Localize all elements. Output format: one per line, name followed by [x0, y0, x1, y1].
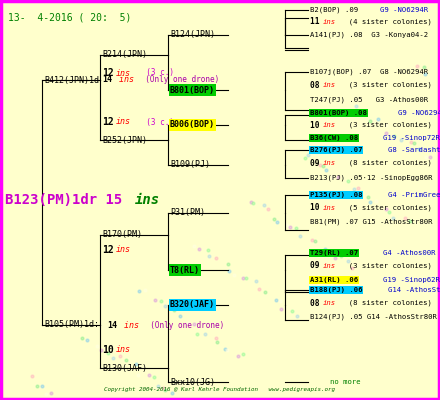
Text: G8 -Sardasht93R: G8 -Sardasht93R	[388, 147, 440, 153]
Text: B170(PM): B170(PM)	[102, 230, 142, 240]
Text: ins: ins	[116, 68, 131, 78]
Text: B252(JPN): B252(JPN)	[102, 136, 147, 144]
Text: G9 -NO6294R: G9 -NO6294R	[380, 7, 428, 13]
Text: 14: 14	[102, 76, 112, 84]
Text: 12: 12	[102, 117, 114, 127]
Text: (3 sister colonies): (3 sister colonies)	[340, 263, 432, 269]
Text: (8 sister colonies): (8 sister colonies)	[340, 300, 432, 306]
Text: no more: no more	[330, 379, 361, 385]
Text: B213(PJ) .05·12 -SinopEgg86R: B213(PJ) .05·12 -SinopEgg86R	[310, 175, 433, 181]
Text: B36(CW) .08: B36(CW) .08	[310, 135, 358, 141]
Text: B105(PM)1d:: B105(PM)1d:	[44, 320, 99, 330]
Text: B188(PJ) .06: B188(PJ) .06	[310, 287, 363, 293]
Text: B214(JPN): B214(JPN)	[102, 50, 147, 60]
Text: B130(JAF): B130(JAF)	[102, 364, 147, 372]
Text: (5 sister colonies): (5 sister colonies)	[340, 205, 432, 211]
Text: ins: ins	[116, 346, 131, 354]
Text: T8(RL): T8(RL)	[170, 266, 200, 274]
Text: ins: ins	[116, 118, 131, 126]
Text: B2(BOP) .09: B2(BOP) .09	[310, 7, 358, 13]
Text: (3 sister colonies): (3 sister colonies)	[340, 82, 432, 88]
Text: B320(JAF): B320(JAF)	[170, 300, 215, 310]
Text: ins: ins	[323, 263, 336, 269]
Text: ins: ins	[323, 82, 336, 88]
Text: (8 sister colonies): (8 sister colonies)	[340, 160, 432, 166]
Text: B107j(BOP) .07  G8 -NO6294R: B107j(BOP) .07 G8 -NO6294R	[310, 69, 428, 75]
Text: P31(PM): P31(PM)	[170, 208, 205, 218]
Text: 10: 10	[310, 204, 324, 212]
Text: Copyright 2004-2016 @ Karl Kehrle Foundation   www.pedigreapis.org: Copyright 2004-2016 @ Karl Kehrle Founda…	[105, 387, 335, 392]
Text: G4 -PrimGreen00: G4 -PrimGreen00	[388, 192, 440, 198]
Text: ins: ins	[114, 76, 134, 84]
Text: B124(PJ) .05 G14 -AthosStr80R: B124(PJ) .05 G14 -AthosStr80R	[310, 314, 437, 320]
Text: B81(PM) .07 G15 -AthosStr80R: B81(PM) .07 G15 -AthosStr80R	[310, 219, 433, 225]
Text: 08: 08	[310, 80, 324, 90]
Text: (4 sister colonies): (4 sister colonies)	[340, 19, 432, 25]
Text: B412(JPN)1d: B412(JPN)1d	[44, 76, 99, 84]
Text: B276(PJ) .07: B276(PJ) .07	[310, 147, 363, 153]
Text: ins: ins	[119, 320, 139, 330]
Text: ins: ins	[323, 122, 336, 128]
Text: 12: 12	[102, 245, 114, 255]
Text: T29(RL) .07: T29(RL) .07	[310, 250, 358, 256]
Text: ins: ins	[323, 205, 336, 211]
Text: ins: ins	[323, 300, 336, 306]
Text: (Only one drone): (Only one drone)	[141, 320, 224, 330]
Text: 12: 12	[102, 68, 114, 78]
Text: ins: ins	[323, 19, 336, 25]
Text: ins: ins	[135, 193, 160, 207]
Text: B109(PJ): B109(PJ)	[170, 160, 210, 170]
Text: B123(PM)1dr 15: B123(PM)1dr 15	[5, 193, 131, 207]
Text: G19 -Sinop62R: G19 -Sinop62R	[383, 277, 440, 283]
Text: G9 -NO6294R: G9 -NO6294R	[398, 110, 440, 116]
Text: 13-  4-2016 ( 20:  5): 13- 4-2016 ( 20: 5)	[8, 12, 132, 22]
Text: G19 -Sinop72R: G19 -Sinop72R	[383, 135, 440, 141]
Text: (Only one drone): (Only one drone)	[136, 76, 219, 84]
Text: ins: ins	[323, 160, 336, 166]
Text: 11: 11	[310, 18, 324, 26]
Text: 10: 10	[102, 345, 114, 355]
Text: Bxx10(JG): Bxx10(JG)	[170, 378, 215, 386]
Text: P135(PJ) .08: P135(PJ) .08	[310, 192, 363, 198]
Text: ins: ins	[116, 246, 131, 254]
Text: B124(JPN): B124(JPN)	[170, 30, 215, 40]
Text: (3 c.): (3 c.)	[137, 68, 174, 78]
Text: 09: 09	[310, 262, 324, 270]
Text: T247(PJ) .05   G3 -Athos00R: T247(PJ) .05 G3 -Athos00R	[310, 97, 428, 103]
Text: 10: 10	[310, 120, 324, 130]
Text: (3 sister colonies): (3 sister colonies)	[340, 122, 432, 128]
Text: G14 -AthosStr80R: G14 -AthosStr80R	[388, 287, 440, 293]
Text: 14: 14	[107, 320, 117, 330]
Text: A141(PJ) .08  G3 -Konya04-2: A141(PJ) .08 G3 -Konya04-2	[310, 32, 428, 38]
Text: G4 -Athos00R: G4 -Athos00R	[383, 250, 436, 256]
Text: A31(RL) .06: A31(RL) .06	[310, 277, 358, 283]
Text: B801(BOP) .08: B801(BOP) .08	[310, 110, 367, 116]
Text: 09: 09	[310, 158, 324, 168]
Text: B801(BOP): B801(BOP)	[170, 86, 215, 94]
Text: 08: 08	[310, 298, 324, 308]
Text: (3 c.): (3 c.)	[137, 118, 174, 126]
Text: B006(BOP): B006(BOP)	[170, 120, 215, 130]
